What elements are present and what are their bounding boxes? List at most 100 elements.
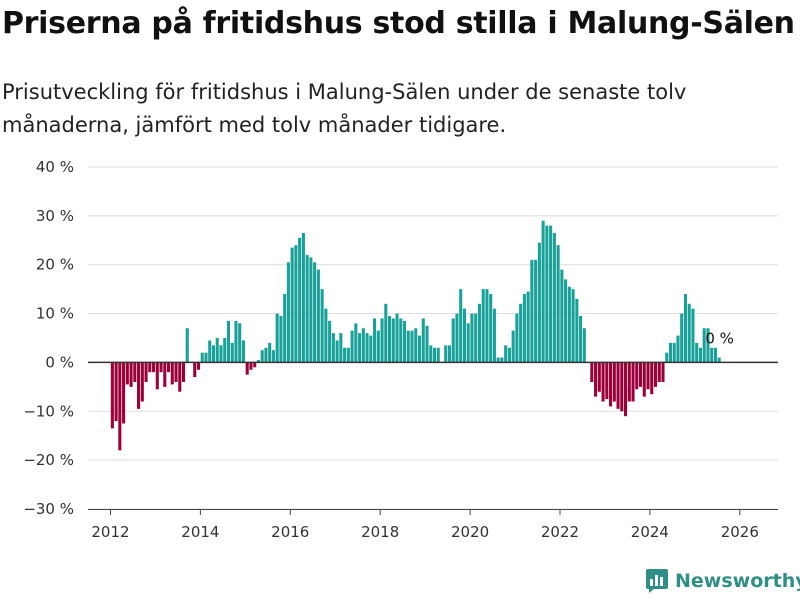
bar (436, 347, 440, 363)
bar (496, 357, 500, 363)
bar (672, 342, 676, 363)
y-tick-label: 20 % (36, 256, 74, 274)
bar (680, 313, 684, 363)
bar (376, 330, 380, 363)
bar (713, 347, 717, 363)
bar (624, 362, 628, 417)
bar (234, 320, 238, 363)
bar (519, 303, 523, 363)
newsworthy-logo-icon (646, 569, 668, 593)
bar (152, 362, 156, 373)
bar (137, 362, 141, 409)
y-tick-label: −20 % (23, 451, 74, 469)
x-axis-ticks: 2012 2014 2016 2018 2020 2022 2024 2026 (91, 509, 759, 541)
bar (661, 362, 665, 382)
bar (717, 357, 721, 363)
bar (410, 330, 414, 363)
y-tick-label: 40 % (36, 158, 74, 176)
bar (219, 345, 223, 363)
x-tick-label: 2026 (721, 523, 759, 541)
latest-value-annotation: 0 % (705, 330, 734, 348)
bar (481, 289, 485, 363)
bar (178, 362, 182, 392)
bar (181, 362, 186, 382)
bar (328, 320, 332, 363)
bar (144, 362, 148, 382)
y-axis-labels: 40 % 30 % 20 % 10 % 0 % −10 % −20 % −30 % (23, 158, 74, 518)
bar (477, 303, 481, 363)
bar (455, 313, 459, 363)
bar (283, 294, 287, 363)
bar (380, 318, 384, 363)
bar (193, 362, 197, 378)
bar (710, 347, 714, 363)
x-tick-label: 2022 (541, 523, 579, 541)
bar (204, 352, 208, 363)
bar (331, 333, 335, 363)
bar (462, 308, 466, 363)
bar (403, 320, 407, 363)
bar (504, 345, 508, 363)
bar (343, 347, 347, 363)
bar (286, 262, 290, 363)
bar (650, 362, 654, 395)
bar (163, 362, 167, 387)
bar (511, 330, 515, 363)
bar (522, 294, 526, 363)
bar (260, 350, 264, 363)
bars (110, 220, 721, 451)
bar (638, 362, 643, 387)
bar (616, 362, 620, 409)
bar (579, 316, 583, 363)
bar (185, 328, 189, 363)
bar (279, 316, 283, 363)
bar (399, 318, 403, 363)
bar (668, 342, 673, 363)
bar (114, 362, 118, 422)
bar (155, 362, 159, 390)
bar (215, 338, 219, 363)
bar (373, 318, 377, 363)
bar (200, 352, 204, 363)
bar (534, 259, 538, 363)
bar (361, 328, 365, 363)
bar (489, 294, 493, 363)
bar (339, 333, 343, 363)
bar (556, 245, 560, 363)
x-tick-label: 2018 (361, 523, 399, 541)
bar (571, 289, 575, 363)
gridlines (88, 166, 778, 510)
bar (492, 308, 496, 363)
bar (425, 325, 429, 363)
bar (612, 362, 616, 402)
bar (320, 289, 324, 363)
bar (301, 232, 305, 363)
bar (541, 220, 545, 363)
bar (429, 345, 433, 363)
bar (698, 347, 702, 363)
bar (414, 328, 418, 363)
bar (313, 262, 317, 363)
y-tick-label: 10 % (36, 305, 74, 323)
bar (620, 362, 624, 412)
bar (706, 328, 710, 363)
bar (395, 313, 399, 363)
bar (545, 225, 549, 363)
brand-name: Newsworthy (675, 570, 800, 592)
bar (575, 298, 579, 363)
bar (388, 316, 392, 363)
bar (421, 318, 425, 363)
bar (211, 345, 216, 363)
bar (305, 254, 309, 363)
bar (691, 308, 695, 363)
bar (309, 257, 313, 363)
bar (290, 247, 294, 363)
bar (298, 237, 302, 363)
bar (459, 289, 463, 363)
bar (275, 313, 279, 363)
bar (174, 362, 178, 382)
bar (642, 362, 646, 397)
bar (515, 313, 519, 363)
bar (226, 320, 231, 363)
